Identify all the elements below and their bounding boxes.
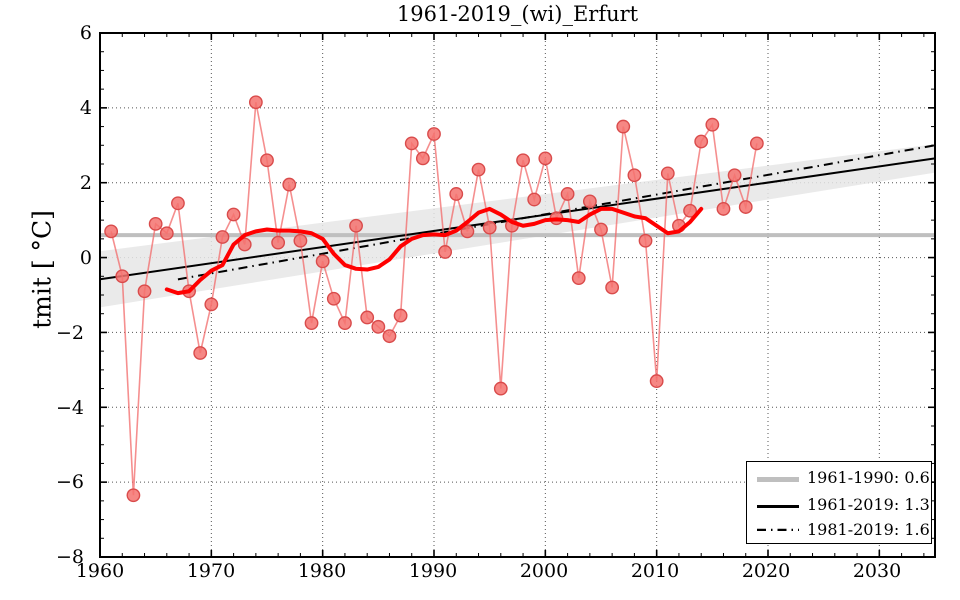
data-point-marker	[282, 177, 297, 192]
y-tick-label: 0	[79, 247, 92, 269]
data-point-marker	[260, 153, 274, 168]
data-point-marker	[338, 316, 352, 330]
data-point-marker	[716, 202, 731, 216]
data-point-marker	[516, 153, 530, 168]
data-point-marker	[482, 220, 497, 235]
data-point-marker	[293, 233, 308, 248]
data-point-marker	[115, 269, 130, 284]
data-point-marker	[460, 224, 475, 239]
y-tick-label: −8	[55, 546, 84, 568]
data-point-marker	[438, 245, 453, 259]
y-tick-label: −2	[55, 322, 84, 344]
data-point-marker	[683, 203, 697, 218]
legend-item-mean-1961-1990: 1961-1990: 0.6	[747, 465, 933, 492]
data-point-marker	[148, 216, 163, 231]
data-point-marker	[104, 224, 119, 239]
chart-legend: 1961-1990: 0.6 1961-2019: 1.3 1981-2019:…	[746, 461, 932, 544]
data-point-marker	[471, 162, 486, 177]
data-point-marker	[326, 291, 341, 306]
data-point-marker	[560, 187, 575, 201]
page-title: 1961-2019_(wi)_Erfurt	[396, 2, 639, 26]
data-point-marker	[705, 117, 720, 132]
data-point-marker	[248, 95, 263, 110]
x-tick-label: 2030	[852, 560, 902, 582]
y-tick-label: 6	[79, 22, 92, 44]
data-point-marker	[493, 381, 508, 396]
data-point-marker	[304, 316, 319, 330]
data-point-marker	[159, 226, 174, 241]
data-point-marker	[360, 310, 375, 325]
data-point-marker	[727, 168, 742, 183]
data-point-marker	[226, 207, 241, 222]
legend-swatch-solid-black	[757, 505, 799, 508]
legend-item-label: 1961-2019: 1.3	[807, 495, 930, 514]
y-tick-label: −6	[55, 471, 84, 493]
data-point-marker	[215, 230, 230, 244]
data-point-marker	[126, 488, 141, 503]
data-point-marker	[749, 136, 764, 151]
data-point-marker	[204, 297, 219, 312]
x-tick-label: 1980	[297, 560, 347, 582]
data-point-marker	[638, 233, 653, 248]
data-point-marker	[137, 284, 152, 299]
y-tick-label: 4	[79, 97, 92, 119]
data-point-marker	[382, 329, 397, 344]
data-point-marker	[594, 222, 608, 237]
data-point-marker	[404, 136, 419, 151]
data-point-marker	[415, 151, 430, 166]
data-point-marker	[616, 119, 631, 134]
data-point-marker	[527, 192, 542, 207]
data-point-marker	[627, 168, 642, 183]
data-point-marker	[660, 166, 675, 181]
data-point-marker	[193, 346, 208, 360]
data-point-marker	[393, 308, 408, 323]
trend-line-1961-2019	[99, 157, 936, 281]
data-point-marker	[582, 194, 597, 209]
x-tick-label: 2020	[741, 560, 791, 582]
data-point-marker	[449, 187, 464, 201]
data-point-marker	[171, 196, 185, 211]
x-tick-label: 2010	[630, 560, 680, 582]
x-tick-label: 1990	[408, 560, 458, 582]
data-point-marker	[237, 237, 252, 252]
data-point-marker	[371, 319, 386, 334]
data-point-marker	[271, 235, 286, 250]
legend-swatch-dashdot-black	[757, 528, 799, 531]
data-point-marker	[694, 134, 709, 149]
x-tick-label: 1970	[186, 560, 236, 582]
legend-item-label: 1981-2019: 1.6	[807, 520, 930, 539]
data-point-marker	[349, 218, 363, 233]
data-point-marker	[571, 271, 586, 286]
data-point-marker	[649, 374, 664, 388]
legend-item-trend-1961-2019: 1961-2019: 1.3	[747, 492, 933, 519]
data-point-marker	[315, 254, 330, 269]
data-point-marker	[538, 151, 553, 166]
legend-item-trend-1981-2019: 1981-2019: 1.6	[747, 517, 933, 544]
y-tick-label: −4	[55, 397, 84, 419]
y-tick-label: 2	[79, 172, 92, 194]
x-tick-label: 1960	[75, 560, 125, 582]
legend-swatch-solid-gray	[757, 477, 799, 482]
data-point-marker	[427, 127, 441, 141]
smoothed-mean-line	[164, 206, 704, 296]
data-point-marker	[738, 200, 753, 214]
data-point-marker	[605, 280, 620, 295]
x-tick-label: 2000	[519, 560, 569, 582]
legend-item-label: 1961-1990: 0.6	[807, 468, 930, 487]
